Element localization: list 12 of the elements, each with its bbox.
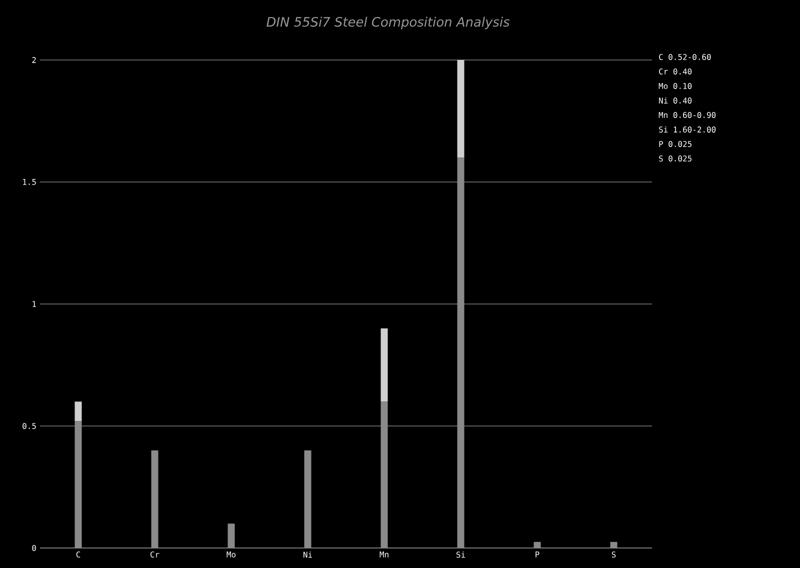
bar: [534, 542, 541, 548]
bar: [151, 450, 158, 548]
bar: [457, 60, 464, 158]
chart-title: DIN 55Si7 Steel Composition Analysis: [266, 16, 510, 30]
bar: [457, 158, 464, 548]
bar: [380, 328, 388, 402]
bar: [610, 542, 618, 548]
bar: [74, 421, 82, 548]
bar: [74, 402, 82, 422]
bar: [380, 402, 388, 548]
bar: [228, 524, 235, 548]
bar: [304, 450, 312, 548]
